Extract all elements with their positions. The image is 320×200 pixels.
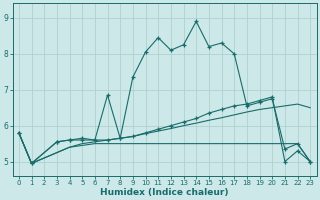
X-axis label: Humidex (Indice chaleur): Humidex (Indice chaleur) [100, 188, 229, 197]
